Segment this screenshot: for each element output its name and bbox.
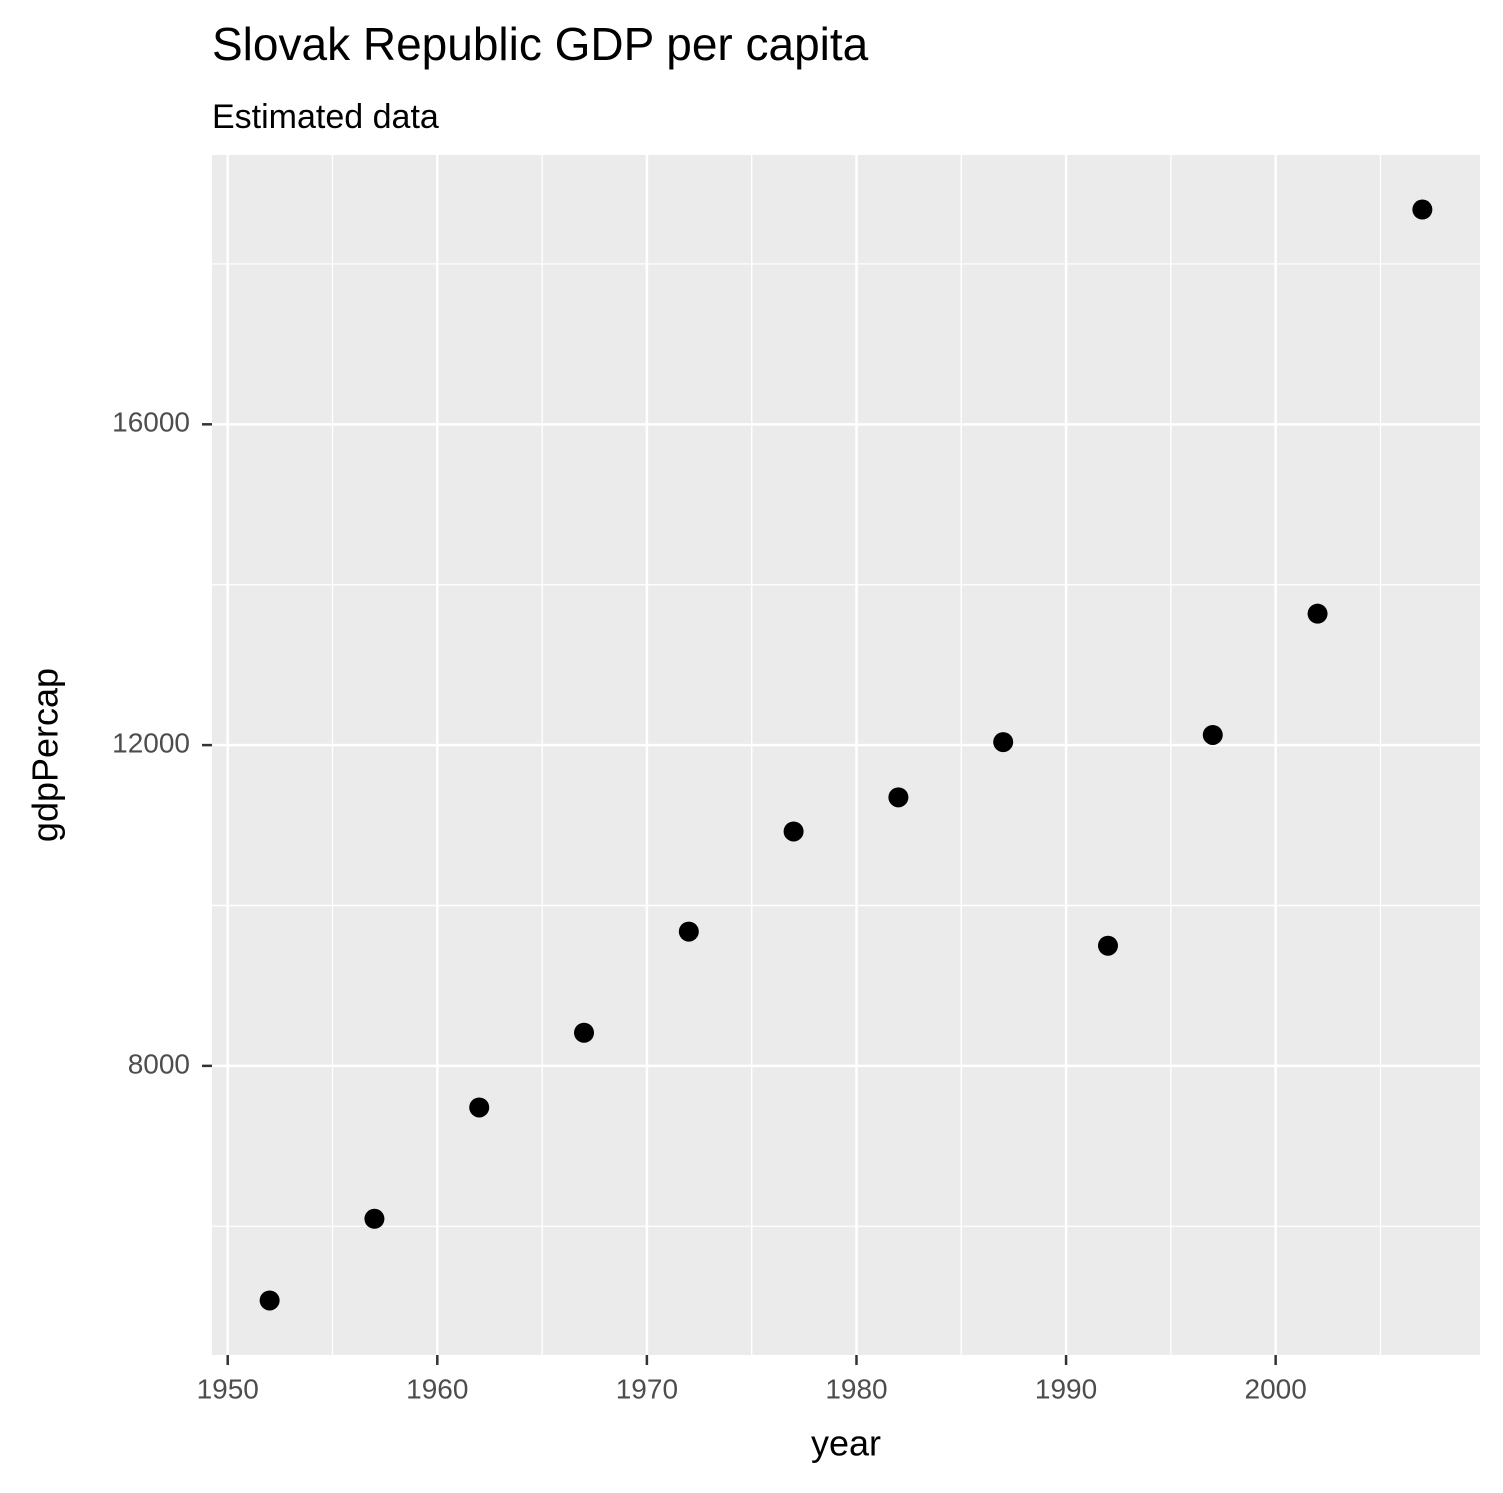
point — [1307, 603, 1328, 624]
x-tick-label: 1970 — [616, 1373, 678, 1404]
x-tick-label: 1990 — [1035, 1373, 1097, 1404]
point — [993, 732, 1014, 753]
y-axis-title: gdpPercap — [25, 668, 66, 842]
y-tick-label: 16000 — [112, 407, 190, 438]
chart-title: Slovak Republic GDP per capita — [212, 18, 869, 70]
x-tick-label: 1950 — [197, 1373, 259, 1404]
point — [1202, 724, 1223, 745]
marks — [259, 199, 1433, 1311]
x-tick-label: 2000 — [1245, 1373, 1307, 1404]
x-axis-title: year — [811, 1423, 881, 1464]
grid — [212, 155, 1480, 1355]
y-tick-label: 8000 — [128, 1048, 190, 1079]
point — [678, 921, 699, 942]
x-tick-label: 1960 — [406, 1373, 468, 1404]
point — [888, 787, 909, 808]
y-tick-label: 12000 — [112, 727, 190, 758]
x-tick-label: 1980 — [825, 1373, 887, 1404]
point — [783, 821, 804, 842]
point — [259, 1290, 280, 1311]
point — [574, 1022, 595, 1043]
point — [364, 1208, 385, 1229]
point — [1412, 199, 1433, 220]
point — [469, 1097, 490, 1118]
chart-subtitle: Estimated data — [212, 98, 439, 136]
panel — [212, 155, 1480, 1355]
point — [1097, 935, 1118, 956]
